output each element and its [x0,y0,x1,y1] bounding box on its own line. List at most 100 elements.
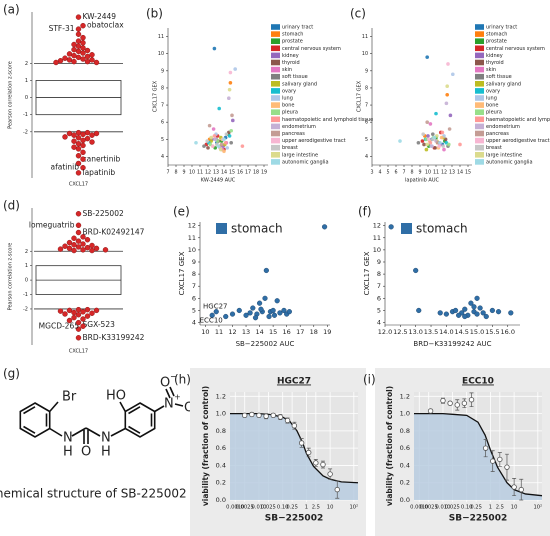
point [229,140,233,145]
legend-swatch [271,159,280,165]
point [489,307,495,314]
swarm-dot [57,308,64,314]
swarm-dot [93,307,100,314]
legend-swatch [475,109,484,115]
swarm-dot [75,26,82,32]
x-tick-label: 13 [449,170,455,176]
point [480,310,486,316]
x-tick-label: 18 [310,328,318,336]
point [434,111,438,116]
x-tick-label: 10² [349,505,358,511]
swarm-dot [75,38,82,44]
legend-label: bone [282,103,294,109]
swarm-dot [75,306,82,313]
point [458,142,462,147]
x-tick-label: 0.010 [252,505,267,511]
x-axis-label: SB−225002 AUC [236,340,295,348]
point [482,445,489,451]
y-tick-label: -2 [23,306,28,312]
point [281,307,287,314]
x-tick-label: 0.25 [470,505,482,511]
point [477,305,483,311]
y-axis-label: CXCL17 GEX [357,80,363,112]
point [266,313,272,320]
swarm-dot [84,47,91,54]
x-tick-label: 11 [433,170,439,176]
y-tick-label: 1.2 [216,392,226,400]
x-tick-label: 10² [533,505,542,511]
point [518,486,524,493]
point-label: canertinib [83,154,121,163]
swarm-dot [75,43,82,49]
point-label: ECC10 [200,316,223,324]
legend-label: breast [486,145,502,151]
x-tick-label: 13 [242,328,250,336]
panel-label: (f) [358,205,372,219]
x-tick-label: 0.10 [461,505,473,511]
point [219,142,224,147]
x-tick-label: 17 [245,170,251,176]
x-tick-label: 12.0 [378,328,392,336]
swarm-dot [75,135,82,141]
fit-area [230,413,358,500]
legend-swatch [271,88,280,94]
point [227,134,232,138]
swarm-dot [66,239,73,246]
point [258,306,264,312]
y-tick-label: 9 [161,68,164,74]
y-tick-label: 1.0 [400,410,410,418]
legend-label: kidney [486,53,503,59]
atom: N [164,397,174,412]
x-axis-label: KW-2449 AUC [201,178,236,184]
point [452,307,459,314]
y-tick-label: 10 [188,246,196,254]
panel-label: (c) [350,7,366,21]
bond [23,425,36,434]
x-tick-label: 7 [402,170,405,176]
swarm-dot [75,211,82,217]
bond [128,406,141,415]
point [243,312,249,318]
swarm-dot [62,134,68,140]
y-tick-label: -2 [23,129,28,135]
y-tick-label: 6 [192,294,196,302]
y-tick-label: 0.8 [400,427,410,435]
swarm-dot [84,237,91,243]
legend-label: thyroid [486,60,504,66]
swarm-dot [75,312,82,318]
y-axis-label: CXCL17 GEX [178,251,186,295]
y-tick-label: 11 [362,34,368,40]
y-tick-label: 5 [377,306,381,314]
bond [154,405,165,413]
swarm-dot [57,246,64,252]
y-tick-label: 2 [25,249,28,255]
point [256,412,262,419]
point [427,408,434,414]
bond [49,427,63,437]
point [313,460,319,466]
point [433,146,438,150]
y-tick-label: 7 [161,103,164,109]
point [474,311,480,317]
legend-label: skin [486,67,496,73]
bond [71,427,87,437]
x-tick-label: 12.5 [393,328,407,336]
point [437,310,443,316]
y-tick-label: 8 [161,85,164,91]
point [388,224,394,230]
x-tick-label: 12 [228,328,236,336]
legend-swatch [271,24,280,30]
point [447,127,452,131]
swarm-dot [80,137,86,144]
swarm-dot [71,247,77,254]
legend-label: urinary tract [486,25,517,31]
legend-label: skin [282,67,292,73]
y-tick-label: 8 [192,270,196,278]
point [428,122,433,126]
point [222,137,226,142]
y-axis-label: CXCL17 GEX [363,251,371,295]
point [277,414,284,420]
point [277,310,283,316]
y-tick-label: 8 [365,85,368,91]
legend-swatch [271,109,280,115]
